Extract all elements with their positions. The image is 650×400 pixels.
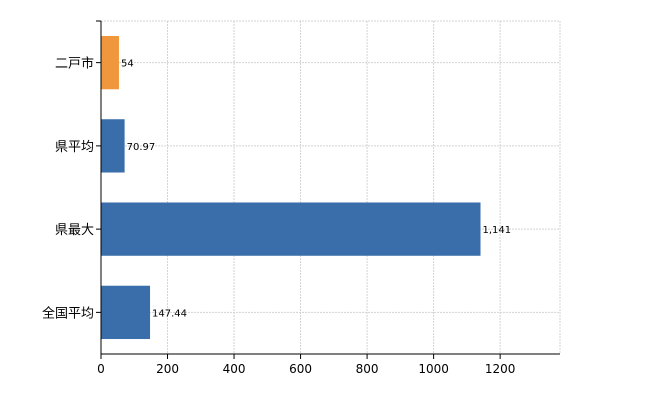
x-tick-label: 600 — [289, 362, 312, 376]
x-tick-label: 800 — [356, 362, 379, 376]
axes — [96, 20, 560, 359]
category-label: 県最大 — [55, 223, 94, 238]
x-tick-label: 400 — [223, 362, 246, 376]
x-tick-label: 1000 — [418, 362, 449, 376]
category-label: 県平均 — [55, 140, 94, 155]
bar — [101, 285, 151, 340]
category-label: 二戸市 — [55, 56, 94, 72]
x-tick-label: 1200 — [485, 362, 516, 376]
data-label: 54 — [121, 59, 134, 70]
labels: 54 二戸市 70.97 県平均 1,141 県最大 147.44 全国平均 0 200 400 60… — [42, 56, 515, 376]
x-tick-label: 0 — [97, 362, 105, 376]
x-tick-label: 200 — [156, 362, 179, 376]
category-label: 全国平均 — [42, 305, 94, 321]
grid-lines — [101, 20, 561, 354]
data-label: 1,141 — [483, 225, 512, 236]
bar — [101, 202, 481, 256]
bar — [101, 35, 119, 90]
data-label: 70.97 — [127, 142, 156, 153]
bar — [101, 119, 125, 173]
data-label: 147.44 — [152, 308, 187, 319]
bars — [101, 35, 481, 340]
